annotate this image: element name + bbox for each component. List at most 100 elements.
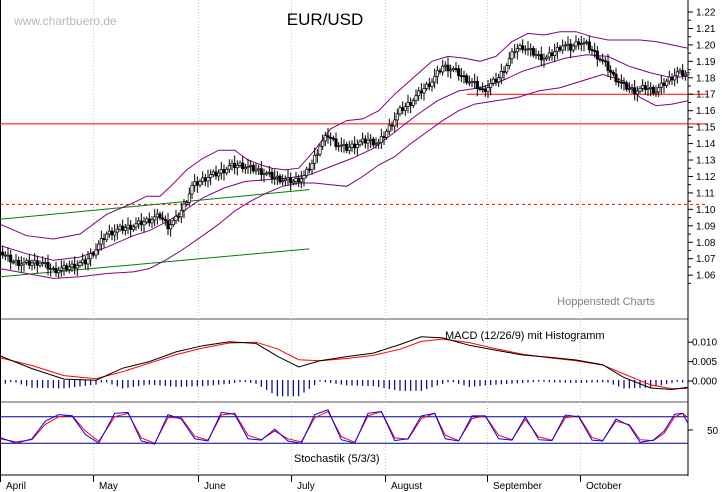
y-tick-label: 1.10 — [696, 205, 716, 216]
candle-body — [41, 262, 45, 265]
candle-body — [518, 45, 522, 50]
candle-body — [515, 48, 519, 53]
candle-body — [206, 177, 210, 182]
candle-body — [377, 142, 381, 145]
candle-body — [686, 72, 690, 75]
candle-body — [257, 168, 261, 171]
x-tick-label-april: April — [6, 481, 26, 492]
candle-body — [609, 70, 613, 73]
candle-body — [110, 230, 114, 236]
candle-body — [497, 77, 501, 83]
candle-body — [241, 162, 245, 170]
candle-body — [577, 41, 581, 45]
candle-body — [451, 68, 455, 71]
candle-body — [273, 176, 277, 179]
candle-body — [350, 143, 354, 148]
candle-body — [345, 143, 349, 151]
candle-body — [662, 82, 666, 86]
candle-body — [470, 81, 474, 84]
candle-body — [153, 216, 157, 221]
candle-body — [51, 267, 55, 270]
candle-body — [478, 88, 482, 90]
candle-body — [321, 140, 325, 147]
macd-signal-line — [0, 338, 689, 390]
y-tick-label: 1.20 — [696, 40, 716, 51]
candle-body — [395, 113, 399, 121]
candle-body — [454, 68, 458, 70]
candle-body — [646, 88, 650, 90]
candle-body — [641, 85, 645, 89]
candle-body — [379, 136, 383, 143]
candle-body — [329, 136, 333, 139]
macd-y-tick-label: 0.005 — [692, 357, 717, 368]
candle-body — [203, 177, 207, 182]
candle-body — [214, 171, 218, 177]
candle-body — [289, 177, 293, 184]
candle-body — [6, 254, 10, 257]
candle-body — [235, 165, 239, 169]
candle-body — [465, 75, 469, 83]
candle-body — [238, 162, 242, 166]
y-tick-label: 1.21 — [696, 24, 716, 35]
candle-body — [94, 249, 98, 256]
candle-body — [473, 81, 477, 83]
candle-body — [446, 64, 450, 72]
candle-body — [563, 44, 567, 47]
candle-body — [11, 261, 15, 264]
candle-body — [137, 220, 141, 225]
stochastic-label: Stochastik (5/3/3) — [294, 453, 380, 465]
candle-body — [337, 145, 341, 148]
candle-body — [331, 137, 335, 140]
stoch-y-tick-label: 50 — [707, 426, 719, 437]
x-tick-label-october: October — [586, 481, 622, 492]
candle-body — [54, 267, 58, 274]
y-tick-label: 1.07 — [696, 254, 716, 265]
candle-body — [427, 83, 431, 87]
candle-body — [670, 76, 674, 81]
candle-body — [606, 61, 610, 71]
candle-body — [339, 144, 343, 147]
candle-body — [243, 167, 247, 170]
candle-body — [161, 217, 165, 220]
candle-body — [419, 90, 423, 94]
candle-body — [225, 168, 229, 174]
candle-body — [97, 243, 101, 251]
candle-body — [555, 46, 559, 52]
candle-body — [62, 265, 66, 269]
candle-body — [38, 262, 42, 266]
candle-body — [46, 261, 50, 270]
candle-body — [246, 166, 250, 168]
candle-body — [366, 139, 370, 144]
candle-body — [457, 68, 461, 76]
candle-body — [65, 265, 69, 271]
candle-body — [603, 60, 607, 63]
candle-body — [531, 48, 535, 56]
candle-body — [177, 215, 181, 218]
candle-body — [83, 259, 87, 265]
candle-body — [494, 78, 498, 83]
candle-body — [547, 52, 551, 58]
candle-body — [462, 75, 466, 78]
candle-body — [70, 263, 74, 268]
candle-body — [211, 171, 215, 176]
candle-body — [435, 70, 439, 77]
candle-body — [574, 41, 578, 47]
candle-body — [139, 220, 143, 226]
candle-body — [481, 88, 485, 91]
candle-body — [393, 119, 397, 127]
candle-body — [601, 59, 605, 62]
candle-body — [569, 43, 573, 51]
candle-body — [414, 95, 418, 101]
candle-body — [665, 80, 669, 86]
macd-y-tick-label: 0.000 — [692, 377, 717, 388]
candle-body — [678, 69, 682, 73]
candle-body — [579, 43, 583, 46]
candle-body — [355, 144, 359, 149]
candle-body — [174, 215, 178, 221]
x-tick-label-june: June — [204, 481, 226, 492]
candle-body — [123, 227, 127, 231]
candle-body — [25, 260, 29, 263]
candle-body — [382, 136, 386, 138]
candle-body — [491, 78, 495, 84]
candle-body — [553, 51, 557, 56]
